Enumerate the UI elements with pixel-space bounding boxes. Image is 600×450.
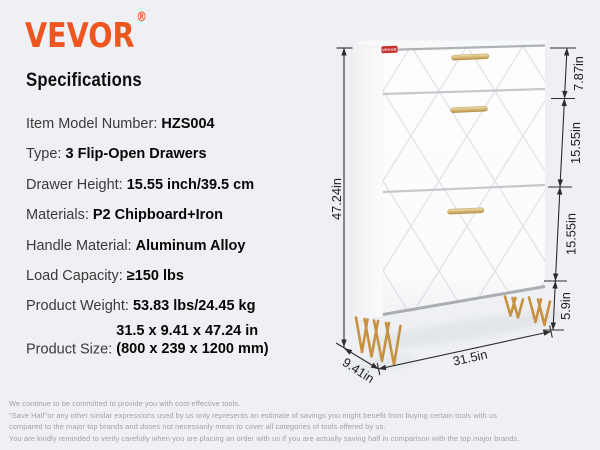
dim-line-top-drawer — [562, 47, 570, 99]
spec-value: 31.5 x 9.41 x 47.24 in (800 x 239 x 1200 … — [116, 322, 268, 359]
spec-value-mm: (800 x 239 x 1200 mm) — [116, 341, 269, 358]
dim-label-middle-drawer: 15.55in — [568, 122, 583, 164]
footer-line: compared to the major top brands and dos… — [9, 422, 386, 432]
registered-mark-icon: ® — [136, 9, 148, 25]
dim-line-legs — [550, 280, 558, 331]
spec-handle-material: Handle Material: Aluminum Alloy — [26, 231, 269, 261]
footer-line: You are kindly reminded to verify carefu… — [9, 433, 520, 443]
shoe-cabinet-illustration: VEVOR — [351, 40, 552, 366]
cabinet-front-shading — [383, 44, 545, 317]
footer-line: We continue to be committed to provide y… — [9, 399, 241, 408]
dim-line-width — [378, 330, 552, 371]
spec-value: 3 Flip-Open Drawers — [65, 146, 207, 163]
hairpin-leg-front-right — [527, 296, 552, 327]
drawer-divider-upper — [382, 87, 546, 96]
hairpin-leg-back-right — [503, 295, 525, 319]
spec-value: HZS004 — [161, 116, 215, 132]
handle-bottom-drawer — [447, 207, 485, 215]
spec-value: Aluminum Alloy — [135, 237, 246, 254]
dim-label-top-drawer: 7.87in — [571, 56, 586, 91]
footer-disclaimer: We continue to be committed to provide y… — [9, 398, 596, 444]
footer-line: "Save Half"or any other similar expressi… — [9, 410, 498, 420]
spec-value: 53.83 lbs/24.45 kg — [132, 298, 256, 315]
cabinet-bottom-trim — [382, 285, 546, 316]
specifications-list: Item Model Number: HZS004 Type: 3 Flip-O… — [26, 109, 269, 365]
spec-label: Product Weight: — [26, 298, 133, 315]
dim-label-bottom-drawer: 15.55in — [564, 213, 579, 255]
cabinet-side-panel — [351, 43, 384, 323]
spec-type: Type: 3 Flip-Open Drawers — [26, 139, 269, 169]
spec-product-weight: Product Weight: 53.83 lbs/24.45 kg — [26, 291, 269, 321]
spec-value: 15.55 inch/39.5 cm — [126, 176, 255, 193]
dim-label-total-height: 47.24in — [329, 178, 344, 220]
spec-label: Load Capacity: — [26, 268, 127, 285]
spec-drawer-height: Drawer Height: 15.55 inch/39.5 cm — [26, 170, 269, 200]
cabinet-top-panel — [352, 40, 547, 49]
spec-materials: Materials: P2 Chipboard+Iron — [26, 200, 269, 230]
spec-value: ≥150 lbs — [126, 268, 184, 285]
spec-item-model-number: Item Model Number: HZS004 — [26, 109, 269, 139]
cabinet-top-trim — [382, 44, 546, 52]
handle-top-drawer — [451, 53, 490, 61]
spec-label: Handle Material: — [26, 237, 136, 254]
spec-label: Item Model Number: — [26, 116, 162, 132]
drawer-divider-lower — [382, 183, 546, 194]
dim-label-legs: 5.9in — [558, 292, 573, 320]
vevor-logo-text: VEVOR — [25, 16, 135, 56]
spec-product-size: Product Size: 31.5 x 9.41 x 47.24 in (800… — [26, 322, 269, 365]
spec-label: Type: — [26, 146, 66, 163]
handle-middle-drawer — [450, 106, 488, 113]
dimension-annotations — [335, 47, 576, 376]
spec-value-inches: 31.5 x 9.41 x 47.24 in — [116, 322, 259, 339]
spec-label: Product Size: — [26, 341, 117, 358]
spec-label: Materials: — [26, 207, 93, 224]
spec-value: P2 Chipboard+Iron — [92, 207, 224, 224]
dim-label-width: 31.5in — [451, 347, 488, 369]
spec-load-capacity: Load Capacity: ≥150 lbs — [26, 261, 269, 291]
spec-label: Drawer Height: — [26, 176, 127, 193]
specifications-heading: Specifications — [26, 70, 142, 91]
brand-label-text: VEVOR — [382, 48, 396, 52]
dim-line-bottom-drawer — [553, 186, 563, 282]
brand-label-red: VEVOR — [381, 45, 398, 54]
dim-line-middle-drawer — [557, 98, 567, 188]
vevor-logo: VEVOR ® — [25, 10, 147, 56]
dim-line-depth — [344, 348, 379, 370]
